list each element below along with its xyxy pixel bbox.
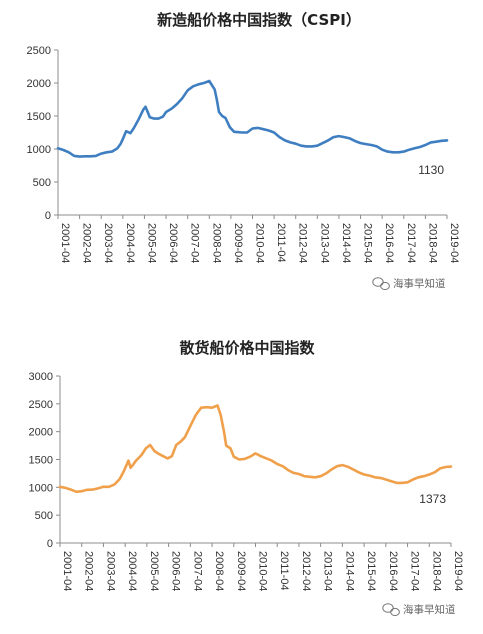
bulk-end-value-label: 1373 [419, 492, 446, 506]
y-tick-label: 1500 [29, 455, 53, 467]
y-tick-label: 500 [35, 510, 53, 522]
x-tick-label: 2006-04 [167, 223, 179, 263]
x-tick-label: 2009-04 [235, 551, 247, 591]
bulk-carrier-line-chart: 散货船价格中国指数 0 500 1000 1500 2000 2500 3000 2001-… [29, 339, 464, 617]
bulk-carrier-chart-panel: 散货船价格中国指数 0 500 1000 1500 2000 2500 3000 2001-… [0, 317, 483, 634]
x-tick-label: 2015-04 [362, 223, 374, 263]
x-tick-label: 2010-04 [257, 551, 269, 591]
wechat-icon [382, 603, 400, 617]
x-tick-label: 2005-04 [145, 223, 157, 263]
bulk-series-line [58, 404, 453, 494]
x-tick-label: 2014-04 [340, 223, 352, 263]
y-tick-label: 500 [33, 177, 51, 189]
wechat-icon [372, 277, 390, 291]
x-tick-label: 2011-04 [278, 551, 290, 591]
chart-title: 新造船价格中国指数（CSPI） [157, 11, 361, 29]
x-tick-label: 2003-04 [104, 551, 116, 591]
chart-title: 散货船价格中国指数 [179, 339, 315, 357]
cspi-line-chart: 新造船价格中国指数（CSPI） 0 500 1000 1500 2000 2500 200… [27, 11, 460, 291]
x-tick-label: 2017-04 [405, 223, 417, 263]
x-tick-label: 2002-04 [81, 223, 93, 263]
y-tick-label: 2500 [29, 399, 53, 411]
x-tick-label: 2018-04 [426, 223, 438, 263]
x-tick-label: 2010-04 [254, 223, 266, 263]
y-tick-label: 1000 [29, 482, 53, 494]
y-tick-label: 2500 [27, 45, 51, 57]
x-tick-label: 2006-04 [170, 551, 182, 591]
watermark: 海事早知道 [372, 277, 446, 291]
x-tick-label: 2014-04 [343, 551, 355, 591]
x-tick-label: 2019-04 [452, 551, 464, 591]
x-tick-label: 2015-04 [365, 551, 377, 591]
y-tick-label: 2000 [27, 78, 51, 90]
x-tick-label: 2012-04 [297, 223, 309, 263]
cspi-chart-panel: 新造船价格中国指数（CSPI） 0 500 1000 1500 2000 2500 200… [27, 11, 460, 291]
y-tick-label: 3000 [29, 371, 53, 383]
cspi-end-value-label: 1130 [418, 163, 444, 177]
x-tick-label: 2004-04 [126, 551, 138, 591]
y-tick-label: 1500 [27, 111, 51, 123]
y-tick-label: 2000 [29, 427, 53, 439]
x-tick-label: 2016-04 [383, 223, 395, 263]
x-tick-label: 2001-04 [59, 223, 71, 263]
x-tick-label: 2009-04 [232, 223, 244, 263]
x-tick-label: 2013-04 [322, 551, 334, 591]
y-tick-label: 0 [45, 210, 51, 222]
watermark: 海事早知道 [382, 603, 456, 617]
x-tick-label: 2017-04 [409, 551, 421, 591]
x-tick-label: 2002-04 [83, 551, 95, 591]
x-tick-label: 2001-04 [61, 551, 73, 591]
x-tick-label: 2003-04 [102, 223, 114, 263]
x-tick-label: 2008-04 [210, 223, 222, 263]
y-tick-label: 1000 [27, 144, 51, 156]
cspi-series-line [56, 79, 449, 158]
x-tick-label: 2018-04 [430, 551, 442, 591]
x-tick-label: 2008-04 [213, 551, 225, 591]
x-tick-label: 2007-04 [189, 223, 201, 263]
watermark-text: 海事早知道 [403, 603, 456, 616]
x-tick-label: 2012-04 [300, 551, 312, 591]
y-tick-label: 0 [47, 538, 53, 550]
x-tick-label: 2005-04 [148, 551, 160, 591]
x-tick-label: 2007-04 [191, 551, 203, 591]
x-tick-label: 2019-04 [448, 223, 460, 263]
x-tick-label: 2011-04 [275, 223, 287, 263]
x-tick-label: 2013-04 [318, 223, 330, 263]
x-tick-label: 2016-04 [387, 551, 399, 591]
x-tick-label: 2004-04 [124, 223, 136, 263]
watermark-text: 海事早知道 [393, 277, 446, 290]
